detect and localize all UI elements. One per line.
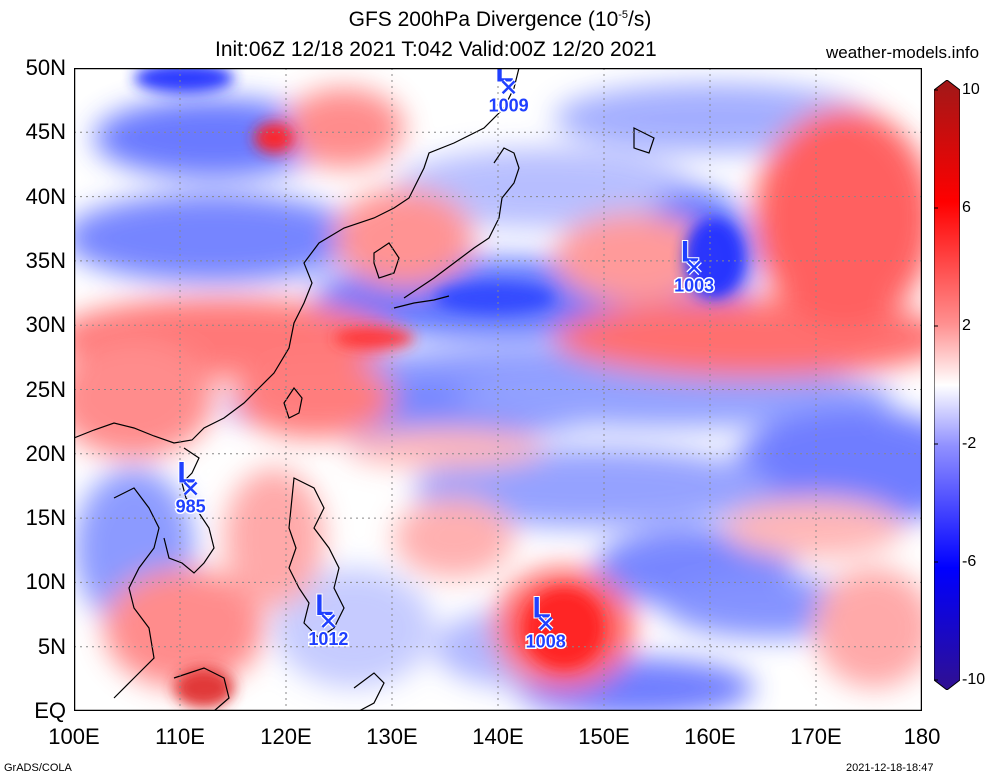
colorbar-label: -2: [962, 435, 977, 452]
lat-label: 50N: [25, 55, 66, 80]
colorbar-label: 6: [962, 199, 971, 216]
colorbar-label: -6: [962, 553, 977, 570]
lat-label: EQ: [34, 698, 66, 723]
low-pressure-value: 1008: [526, 632, 566, 652]
lat-label: 45N: [25, 119, 66, 145]
grid-lines: [74, 68, 922, 711]
lat-label: 30N: [25, 312, 66, 338]
lon-label: 140E: [472, 724, 524, 749]
low-center-x: [321, 614, 336, 628]
colorbar-label: 10: [962, 81, 980, 98]
low-center-x: [687, 260, 701, 275]
lat-label: 5N: [37, 633, 66, 659]
low-center-x: [183, 481, 198, 496]
colorbar: [934, 80, 960, 690]
low-marker: L 1003: [673, 234, 716, 297]
lon-label: 120E: [260, 724, 312, 749]
low-pressure-value: 1003: [674, 275, 714, 295]
lat-label: 10N: [25, 569, 66, 595]
low-letter: L: [533, 592, 551, 625]
low-pressure-value: 1012: [308, 629, 348, 649]
coastlines: [74, 68, 655, 711]
lat-label: 25N: [25, 376, 66, 402]
divergence-field: [74, 68, 922, 711]
low-letter: L: [681, 235, 699, 268]
title-prefix: GFS 200hPa Divergence (10: [348, 8, 619, 31]
lon-label: 170E: [790, 724, 842, 749]
site-credit: weather-models.info: [826, 43, 980, 62]
low-marker: L 985: [174, 456, 207, 518]
footer-left: GrADS/COLA: [4, 762, 72, 774]
low-letter: L: [315, 589, 333, 622]
lon-label: 130E: [366, 724, 418, 749]
low-pressure-value: 1009: [489, 95, 529, 115]
colorbar-label: -10: [962, 671, 986, 688]
low-marker: L 1012: [307, 588, 350, 651]
low-pressure-value: 985: [176, 497, 206, 517]
footer-right: 2021-12-18-18:47: [846, 762, 934, 774]
lon-label: 160E: [684, 724, 736, 749]
lon-label: 100E: [48, 724, 100, 749]
lon-label: 150E: [578, 724, 630, 749]
title-suffix: /s): [628, 8, 652, 31]
lat-label: 20N: [25, 440, 66, 466]
lat-label: 35N: [25, 247, 66, 273]
low-center-x: [538, 616, 553, 631]
map-title: GFS 200hPa Divergence (10-5/s): [0, 8, 1000, 32]
lat-label: 15N: [25, 505, 66, 531]
lon-label: 180: [903, 724, 941, 749]
colorbar-label: 2: [962, 317, 971, 334]
title-exponent: -5: [618, 9, 629, 21]
map-frame: [74, 68, 922, 711]
lat-label: 40N: [25, 183, 66, 209]
low-letter: L: [177, 457, 195, 490]
low-marker: L 1008: [524, 591, 567, 654]
lon-label: 110E: [155, 724, 205, 749]
map-subtitle: Init:06Z 12/18 2021 T:042 Valid:00Z 12/2…: [215, 38, 657, 61]
low-center-x: [501, 80, 516, 95]
